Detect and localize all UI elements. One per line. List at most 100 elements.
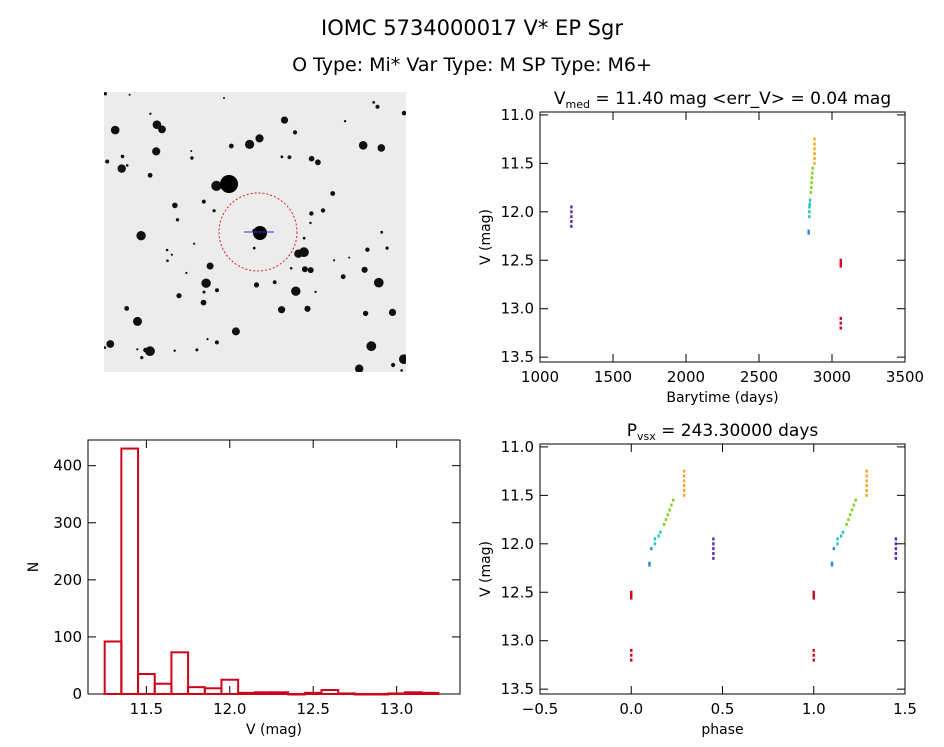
star bbox=[253, 282, 260, 288]
star bbox=[133, 316, 142, 326]
star bbox=[128, 93, 131, 96]
y-tick-label: 12.0 bbox=[501, 535, 534, 553]
target-circle bbox=[218, 192, 298, 272]
star bbox=[255, 134, 264, 143]
data-point bbox=[659, 530, 662, 534]
star bbox=[340, 274, 346, 280]
chart-title: IOMC 5734000017 V* EP Sgr bbox=[321, 16, 623, 40]
star bbox=[308, 155, 315, 162]
data-point bbox=[841, 530, 845, 534]
star bbox=[304, 305, 311, 312]
star bbox=[399, 354, 406, 364]
data-point bbox=[812, 658, 815, 662]
data-point bbox=[865, 469, 868, 473]
y-tick-label: 400 bbox=[53, 457, 82, 475]
data-point bbox=[648, 563, 651, 567]
star bbox=[372, 101, 376, 104]
x-axis-label: phase bbox=[701, 722, 743, 738]
data-point bbox=[813, 137, 816, 141]
data-point bbox=[894, 537, 898, 541]
data-point bbox=[830, 563, 834, 567]
y-tick-label: 11.5 bbox=[501, 154, 534, 172]
data-point bbox=[865, 493, 868, 497]
star bbox=[280, 155, 284, 159]
star bbox=[152, 120, 162, 129]
star bbox=[110, 125, 120, 135]
plot-frame bbox=[539, 111, 906, 363]
data-point bbox=[839, 534, 843, 538]
data-point bbox=[712, 556, 715, 560]
data-point bbox=[832, 547, 836, 551]
star bbox=[315, 159, 321, 166]
data-point bbox=[808, 210, 811, 214]
star bbox=[400, 369, 403, 372]
star bbox=[201, 199, 206, 204]
star bbox=[106, 340, 115, 348]
chart-subtitle: O Type: Mi* Var Type: M SP Type: M6+ bbox=[292, 54, 652, 76]
x-axis-label: Barytime (days) bbox=[666, 390, 778, 406]
star bbox=[104, 346, 107, 349]
y-axis-label: V (mag) bbox=[478, 541, 494, 597]
star bbox=[206, 338, 209, 341]
star bbox=[299, 247, 309, 258]
star bbox=[401, 110, 406, 116]
data-point bbox=[570, 210, 573, 214]
data-point bbox=[712, 551, 715, 555]
data-point bbox=[808, 205, 811, 209]
star bbox=[190, 150, 193, 152]
star bbox=[215, 288, 219, 293]
star bbox=[291, 286, 301, 296]
data-point bbox=[630, 590, 633, 594]
y-tick-label: 11.5 bbox=[501, 486, 534, 504]
data-point bbox=[712, 547, 715, 551]
star bbox=[190, 156, 194, 160]
data-point bbox=[682, 479, 686, 483]
data-point bbox=[630, 596, 633, 600]
star bbox=[391, 362, 396, 368]
data-point bbox=[682, 474, 686, 478]
star bbox=[348, 256, 351, 259]
y-tick-label: 300 bbox=[53, 514, 82, 532]
data-point bbox=[812, 596, 815, 600]
data-point bbox=[650, 547, 653, 551]
data-point bbox=[630, 593, 633, 597]
data-point bbox=[653, 542, 657, 546]
data-point bbox=[657, 534, 660, 538]
plot-title-subscript: vsx bbox=[637, 430, 656, 443]
star bbox=[272, 280, 277, 285]
star bbox=[374, 277, 384, 288]
x-tick-label: 12.5 bbox=[296, 700, 329, 718]
data-point bbox=[630, 653, 633, 657]
star bbox=[307, 267, 314, 274]
data-point bbox=[811, 171, 814, 175]
y-tick-label: 12.0 bbox=[501, 203, 534, 221]
data-point bbox=[852, 503, 856, 507]
star bbox=[172, 202, 178, 209]
star bbox=[292, 130, 298, 135]
star bbox=[175, 218, 180, 222]
star bbox=[152, 147, 161, 156]
target-star bbox=[253, 226, 267, 240]
star bbox=[314, 290, 317, 294]
data-point bbox=[807, 231, 810, 235]
star bbox=[380, 230, 384, 234]
data-point bbox=[813, 147, 816, 151]
data-point bbox=[839, 316, 842, 320]
star bbox=[202, 290, 206, 294]
data-point bbox=[810, 176, 814, 180]
star bbox=[309, 211, 314, 216]
star bbox=[195, 348, 199, 352]
star bbox=[278, 306, 286, 314]
y-tick-label: 12.5 bbox=[501, 583, 534, 601]
star bbox=[213, 187, 216, 190]
data-point bbox=[813, 152, 816, 156]
data-point bbox=[808, 198, 812, 202]
data-point bbox=[682, 484, 686, 488]
data-point bbox=[865, 484, 868, 488]
data-point bbox=[666, 513, 669, 517]
y-tick-label: 11.0 bbox=[501, 106, 534, 124]
star bbox=[166, 259, 169, 262]
data-point bbox=[865, 479, 868, 483]
y-tick-label: 13.0 bbox=[501, 632, 534, 650]
